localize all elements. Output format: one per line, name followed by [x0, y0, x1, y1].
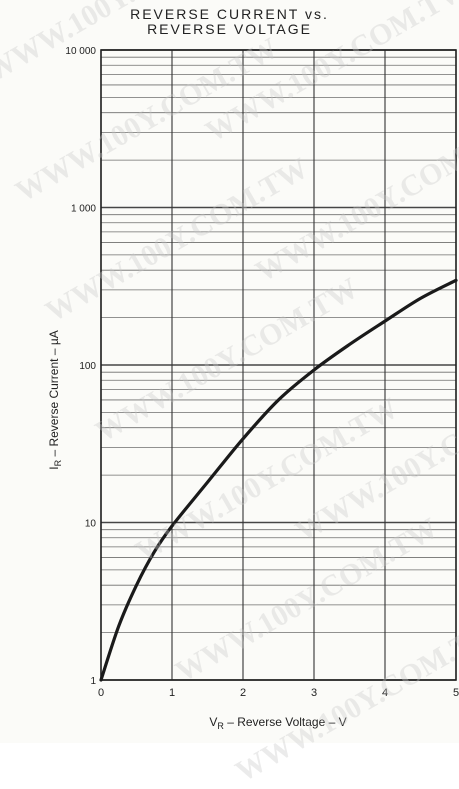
y-tick-label: 1	[90, 676, 96, 687]
x-axis-label-prefix: V	[209, 715, 217, 729]
x-axis-label: VR – Reverse Voltage – V	[209, 715, 346, 731]
x-tick-label: 0	[98, 687, 104, 699]
y-axis-label-suffix: – Reverse Current – µA	[47, 330, 61, 460]
x-tick-label: 5	[453, 687, 459, 699]
series-line	[99, 278, 458, 682]
plot-frame	[100, 49, 457, 681]
y-axis-label-prefix: I	[47, 466, 61, 469]
chart-title-line-1: REVERSE CURRENT vs.	[130, 6, 329, 22]
y-axis-label: IR – Reverse Current – µA	[47, 330, 63, 469]
grid	[100, 49, 457, 681]
x-tick-label: 2	[240, 687, 246, 699]
x-tick-label: 3	[311, 687, 317, 699]
data-series	[99, 278, 458, 682]
x-axis-label-subscript: R	[217, 721, 224, 731]
y-tick-label: 1 000	[71, 204, 96, 215]
y-tick-label: 100	[79, 361, 96, 372]
chart-title-line-2: REVERSE VOLTAGE	[147, 21, 312, 37]
y-axis-label-subscript: R	[53, 459, 63, 466]
x-tick-label: 1	[169, 687, 175, 699]
x-axis-label-suffix: – Reverse Voltage – V	[224, 715, 347, 729]
y-tick-label: 10 000	[65, 46, 96, 57]
y-tick-label: 10	[85, 519, 97, 530]
x-tick-label: 4	[382, 687, 388, 699]
